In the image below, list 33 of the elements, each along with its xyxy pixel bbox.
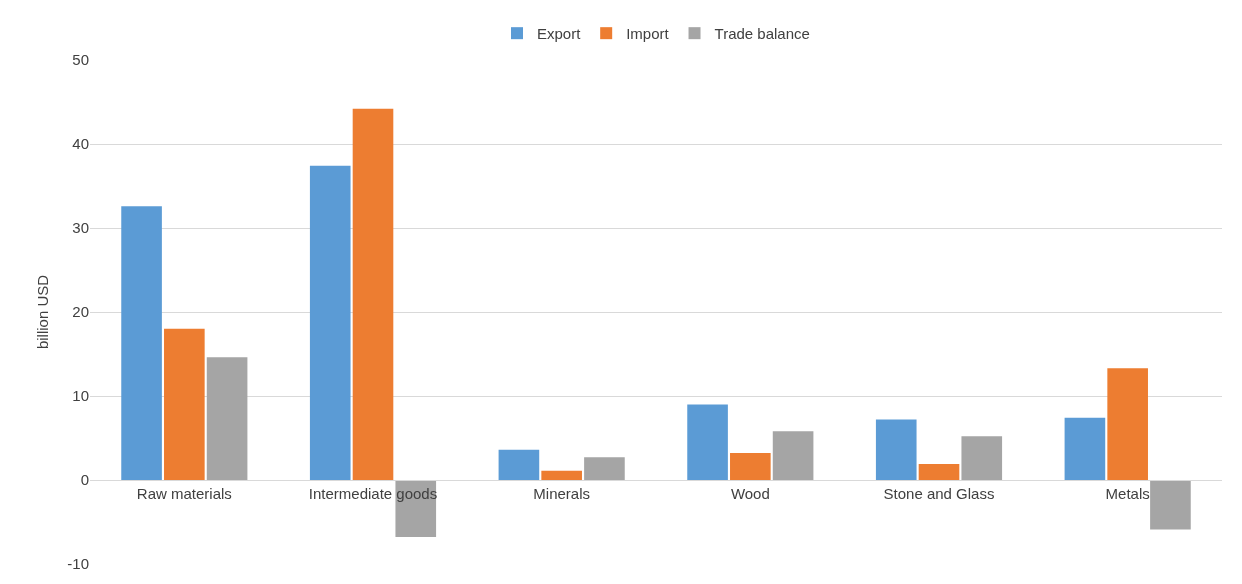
y-tick-label: 0: [80, 471, 89, 489]
bar: [541, 470, 582, 480]
bar: [164, 328, 205, 480]
legend-label: Import: [626, 25, 670, 43]
bar: [687, 404, 728, 480]
bar: [121, 206, 162, 480]
bar: [730, 453, 771, 480]
legend-label: Trade balance: [714, 25, 810, 43]
bar: [1064, 417, 1106, 480]
bar: [772, 431, 814, 480]
x-tick-label: Raw materials: [136, 485, 232, 502]
y-tick-label: 30: [72, 219, 89, 237]
bar: [1150, 480, 1191, 530]
bar: [584, 457, 625, 480]
bar: [206, 357, 248, 480]
y-tick-label: -10: [67, 555, 89, 573]
bar: [918, 464, 960, 480]
x-tick-label: Wood: [730, 485, 770, 502]
bar: [1107, 368, 1148, 480]
y-tick-label: 20: [72, 303, 89, 321]
x-tick-label: Metals: [1105, 485, 1150, 502]
y-axis-title: billion USD: [33, 274, 51, 350]
legend-label: Export: [537, 25, 582, 43]
x-tick-label: Minerals: [533, 485, 591, 502]
bar: [309, 165, 351, 480]
y-tick-label: 10: [72, 387, 89, 405]
y-tick-label: 40: [72, 135, 89, 153]
bar: [961, 436, 1003, 480]
bar: [498, 449, 540, 480]
bar: [352, 108, 394, 480]
bar: [875, 419, 917, 480]
y-tick-label: 50: [72, 51, 89, 69]
x-tick-label: Stone and Glass: [883, 485, 995, 502]
